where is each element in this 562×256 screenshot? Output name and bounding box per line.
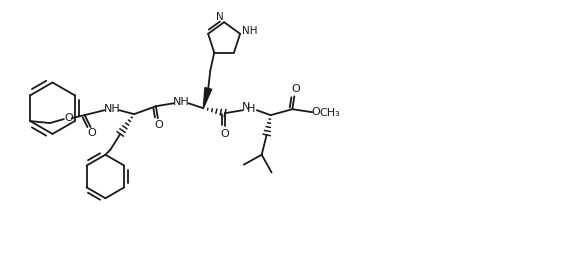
Text: O: O — [65, 113, 73, 123]
Text: O: O — [312, 107, 320, 117]
Text: N: N — [216, 12, 224, 22]
Text: NH: NH — [242, 26, 258, 36]
Text: CH₃: CH₃ — [320, 108, 341, 118]
Text: O: O — [87, 128, 96, 138]
Text: O: O — [291, 84, 300, 94]
Polygon shape — [203, 88, 212, 108]
Text: N: N — [242, 102, 250, 112]
Text: NH: NH — [104, 104, 121, 114]
Text: NH: NH — [173, 97, 190, 107]
Text: H: H — [247, 104, 255, 114]
Text: O: O — [155, 120, 163, 130]
Text: O: O — [221, 129, 229, 139]
